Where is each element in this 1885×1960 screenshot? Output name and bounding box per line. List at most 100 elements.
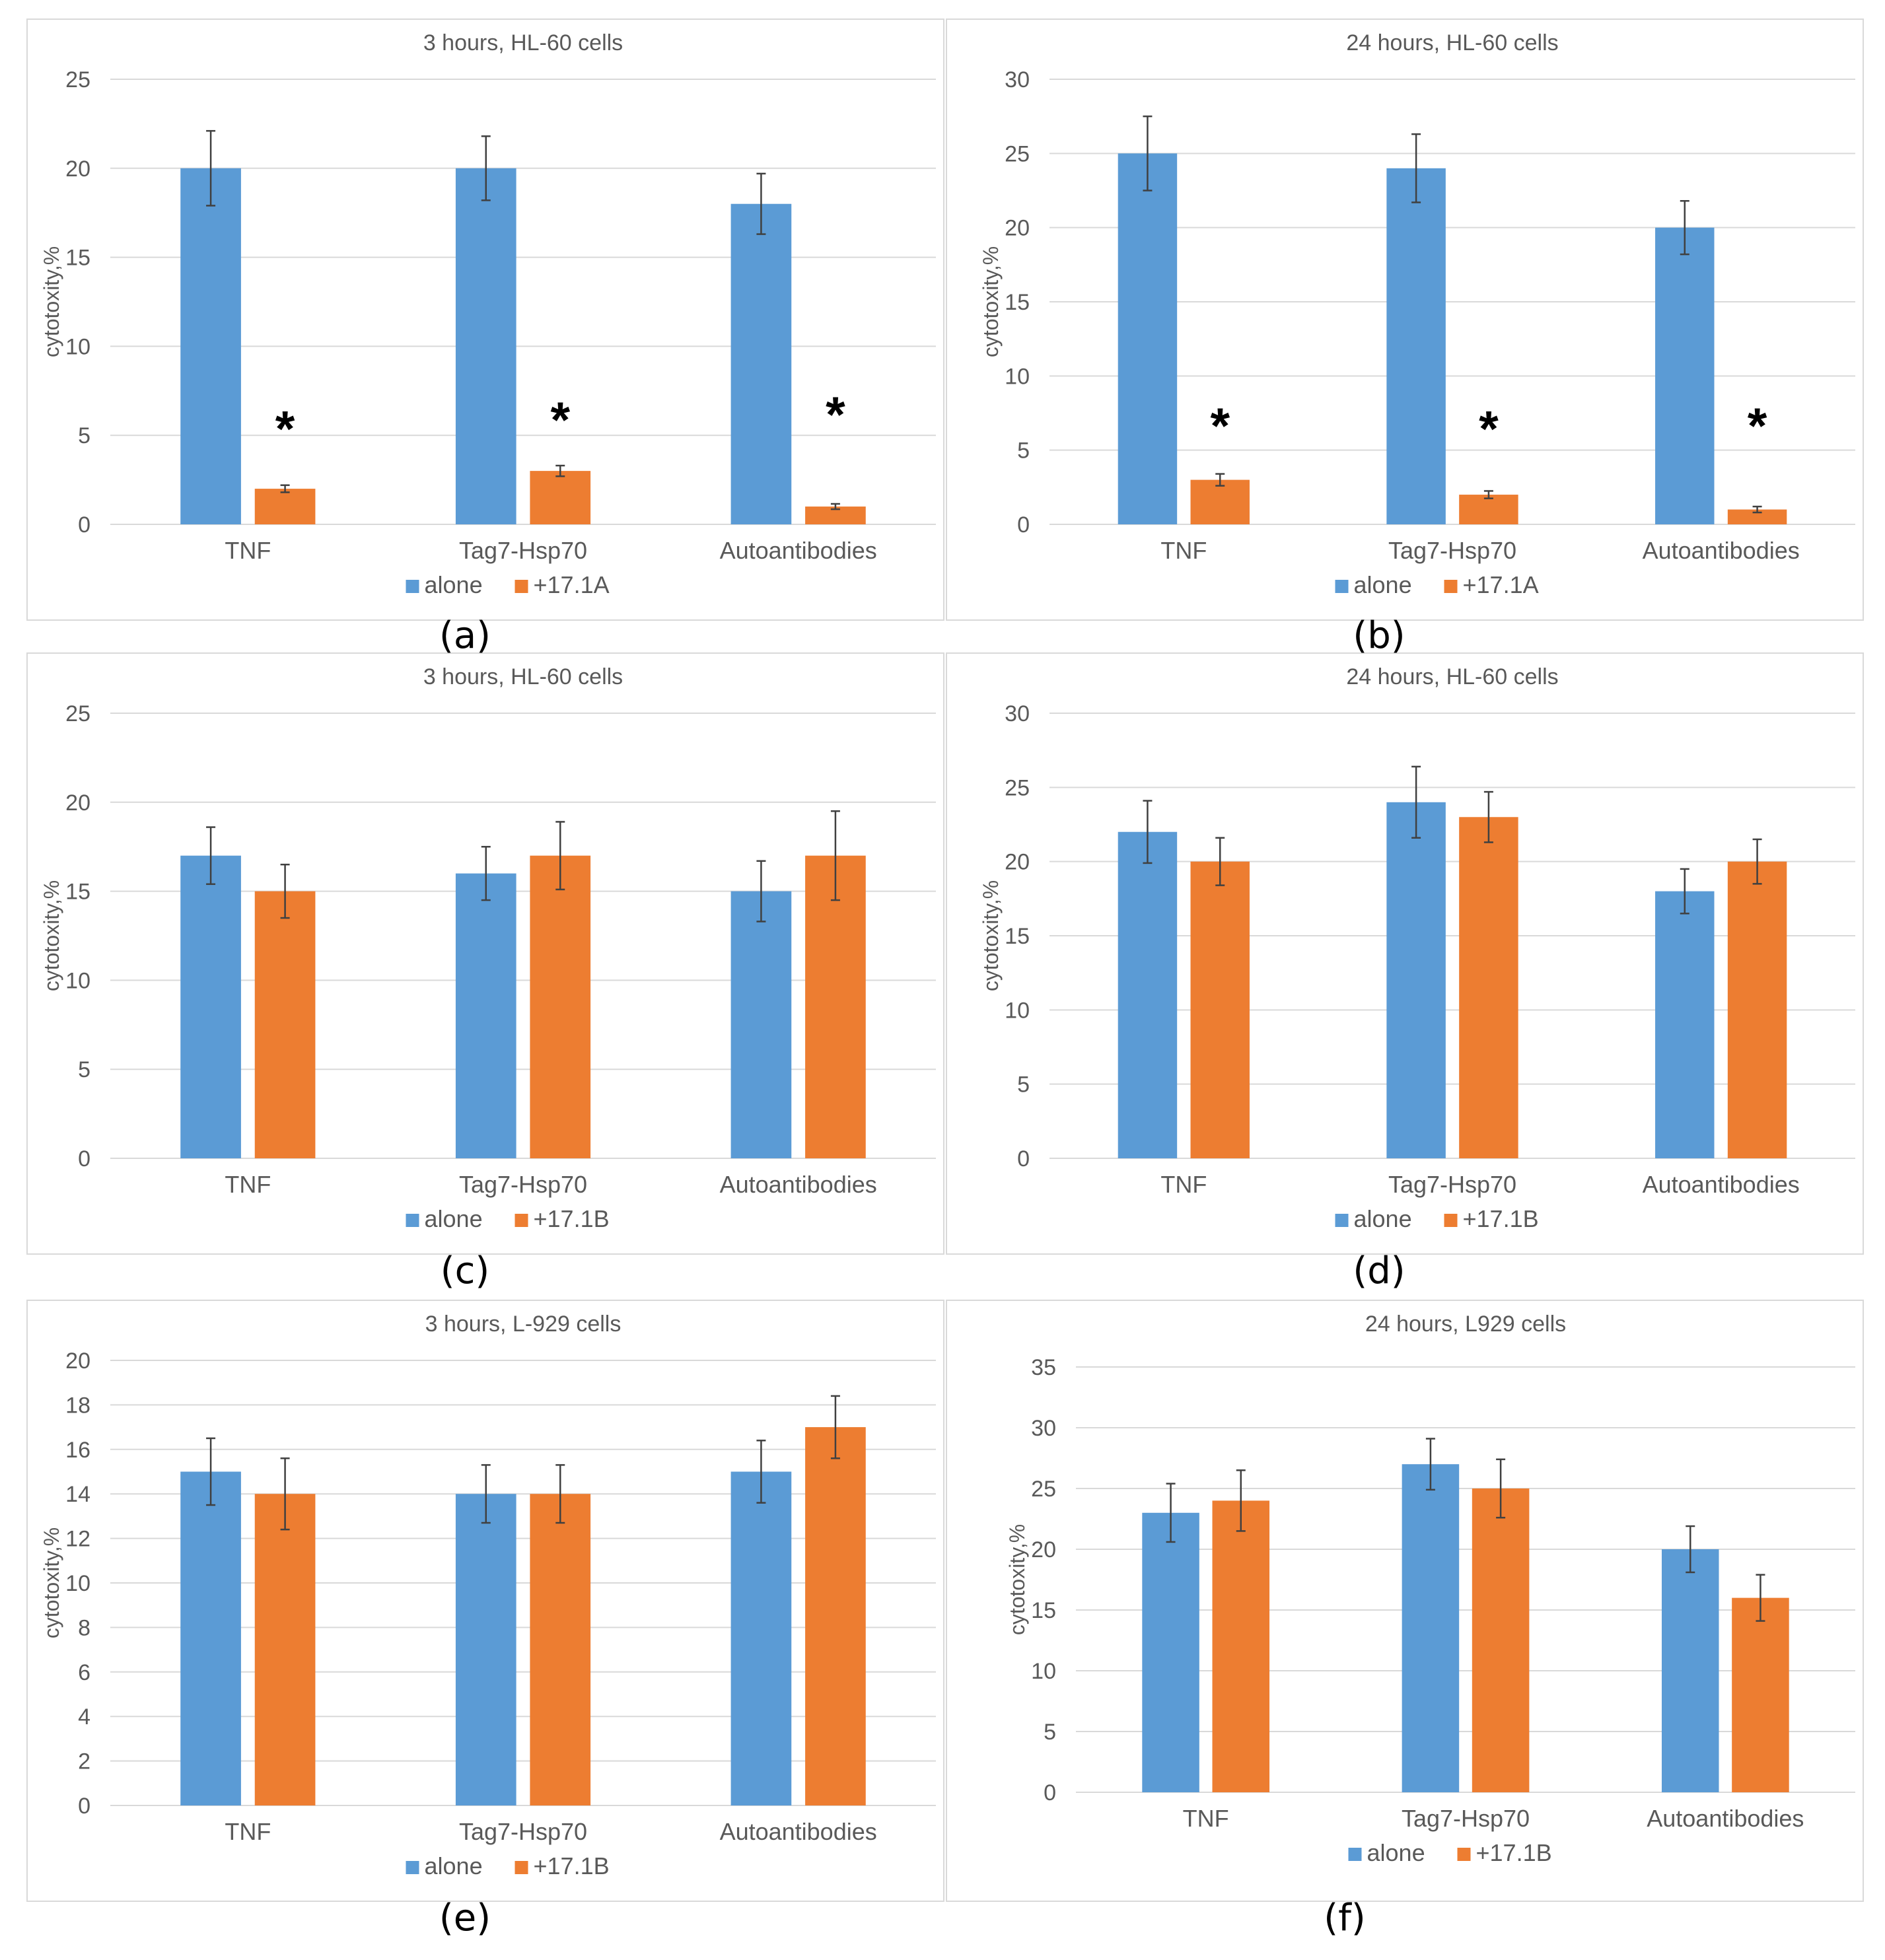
y-axis-label: cytotoxity,%: [40, 246, 63, 357]
chart-svg-d: 24 hours, HL-60 cells 0 5 10 15 20 25 30 cytotox…: [979, 664, 1855, 1232]
y-tick-label: 0: [78, 1146, 90, 1172]
y-tick-label: 12: [65, 1527, 90, 1552]
bar-17-1b-tnf: [1190, 861, 1250, 1158]
error-bar-17-1a-tnf: [1215, 473, 1225, 487]
legend-swatch-17-1b: [1457, 1848, 1471, 1861]
y-tick-label: 10: [65, 334, 90, 359]
error-bar-17-1b-tag7-hsp70: [555, 821, 565, 891]
error-bar-alone-tnf: [206, 1437, 216, 1506]
bar-17-1b-autoantibodies: [1732, 1597, 1789, 1792]
chart-panel-c: 3 hours, HL-60 cells 0 5 10 15 20 25 cytotoxity…: [26, 652, 944, 1255]
bar-alone-tnf: [1118, 153, 1178, 525]
error-bar-alone-tag7-hsp70: [481, 135, 491, 201]
legend-swatch-17-1b: [515, 1214, 528, 1227]
legend-swatch-17-1a: [1444, 580, 1458, 593]
y-tick-label: 10: [1005, 998, 1030, 1023]
error-bar-alone-autoantibodies: [1686, 1525, 1695, 1574]
y-tick-label: 25: [65, 67, 90, 92]
legend-swatch-17-1b: [515, 1861, 528, 1874]
error-bar-alone-tag7-hsp70: [481, 1464, 491, 1524]
legend-label-alone: alone: [425, 571, 483, 598]
chart-title: 24 hours, HL-60 cells: [1346, 664, 1558, 689]
error-bar-alone-tnf: [206, 826, 216, 886]
panel-label-d: (d): [1353, 1249, 1405, 1292]
error-bar-alone-autoantibodies: [756, 1440, 766, 1504]
error-bar-17-1b-autoantibodies: [830, 810, 840, 901]
chart-title: 24 hours, HL-60 cells: [1346, 30, 1558, 55]
error-bar-17-1b-tnf: [280, 863, 290, 919]
legend-label-alone: alone: [1354, 1205, 1412, 1232]
chart-title: 24 hours, L929 cells: [1365, 1312, 1566, 1337]
y-tick-label: 5: [1017, 438, 1030, 464]
x-category-label: Tag7-Hsp70: [1402, 1805, 1530, 1832]
error-bar-17-1a-tag7-hsp70: [1483, 490, 1493, 499]
significance-asterisk: *: [1210, 398, 1230, 454]
error-bar-alone-autoantibodies: [756, 172, 766, 235]
chart-panel-a: 3 hours, HL-60 cells 0 5 10 15 20 25 cytotoxity…: [26, 18, 944, 621]
error-bar-alone-tag7-hsp70: [481, 845, 491, 901]
chart-panel-e: 3 hours, L-929 cells 0 2 4 6 8 10 12 14 16 18 20 cyt…: [26, 1300, 944, 1902]
y-tick-label: 35: [1031, 1355, 1056, 1380]
y-tick-label: 20: [1005, 216, 1030, 241]
error-bar-17-1a-tag7-hsp70: [555, 464, 565, 477]
bar-17-1b-autoantibodies: [805, 855, 866, 1158]
error-bar-17-1b-tnf: [280, 1457, 290, 1531]
y-tick-label: 5: [78, 423, 90, 448]
panel-label-e: (e): [439, 1897, 491, 1940]
x-category-label: Autoantibodies: [720, 1818, 877, 1845]
y-tick-label: 20: [65, 790, 90, 816]
chart-panel-d: 24 hours, HL-60 cells 0 5 10 15 20 25 30 cytotox…: [946, 652, 1864, 1255]
x-category-label: Autoantibodies: [1643, 537, 1800, 564]
bar-17-1a-tnf: [1190, 479, 1250, 524]
legend-label-17-1b: +17.1B: [1476, 1839, 1552, 1866]
bar-17-1b-tag7-hsp70: [530, 855, 591, 1158]
bar-alone-autoantibodies: [730, 1471, 792, 1805]
error-bar-17-1b-autoantibodies: [830, 1395, 840, 1459]
legend-label-17-1b: +17.1B: [534, 1852, 610, 1879]
y-tick-label: 30: [1031, 1416, 1056, 1441]
x-category-label: TNF: [1183, 1805, 1229, 1832]
error-bar-17-1b-tag7-hsp70: [555, 1464, 565, 1524]
panel-label-a: (a): [439, 614, 491, 657]
y-tick-label: 25: [1031, 1477, 1056, 1502]
error-bar-17-1a-autoantibodies: [830, 503, 840, 510]
error-bar-alone-tag7-hsp70: [1411, 133, 1421, 203]
bar-17-1b-autoantibodies: [805, 1427, 866, 1805]
bar-alone-autoantibodies: [730, 203, 792, 524]
legend-label-17-1b: +17.1B: [534, 1205, 610, 1232]
x-category-label: TNF: [225, 537, 271, 564]
chart-svg-c: 3 hours, HL-60 cells 0 5 10 15 20 25 cytotoxity…: [40, 664, 936, 1232]
error-bar-17-1b-autoantibodies: [1756, 1574, 1765, 1622]
y-tick-label: 8: [78, 1615, 90, 1640]
chart-title: 3 hours, HL-60 cells: [423, 30, 623, 55]
y-tick-label: 15: [1031, 1598, 1056, 1623]
error-bar-alone-tag7-hsp70: [1425, 1438, 1435, 1491]
y-axis-label: cytotoxity,%: [1005, 1524, 1029, 1635]
chart-panel-b: 24 hours, HL-60 cells 0 5 10 15 20 25 30 cytotox…: [946, 18, 1864, 621]
chart-svg-f: 24 hours, L929 cells 0 5 10 15 20 25 30 35 cytoto…: [1005, 1312, 1855, 1866]
chart-svg-a: 3 hours, HL-60 cells 0 5 10 15 20 25 cytotoxity…: [40, 30, 936, 598]
panel-label-c: (c): [440, 1249, 490, 1292]
error-bar-alone-autoantibodies: [1680, 199, 1689, 256]
y-tick-label: 25: [65, 701, 90, 726]
bar-alone-tag7-hsp70: [1386, 802, 1446, 1158]
y-tick-label: 5: [1017, 1072, 1030, 1098]
bar-17-1b-tag7-hsp70: [530, 1494, 591, 1805]
y-tick-label: 15: [1005, 290, 1030, 315]
bar-17-1a-tag7-hsp70: [530, 471, 591, 524]
bar-17-1a-tag7-hsp70: [1459, 495, 1518, 524]
error-bar-17-1b-tnf: [1236, 1469, 1246, 1532]
chart-svg-b: 24 hours, HL-60 cells 0 5 10 15 20 25 30 cytotox…: [979, 30, 1855, 598]
y-tick-label: 30: [1005, 701, 1030, 726]
legend-swatch-alone: [406, 1214, 419, 1227]
bar-alone-tag7-hsp70: [455, 1494, 516, 1805]
y-tick-label: 15: [1005, 924, 1030, 949]
error-bar-alone-tnf: [206, 129, 216, 207]
legend-label-alone: alone: [1354, 571, 1412, 598]
error-bar-17-1b-tnf: [1215, 837, 1225, 886]
y-tick-label: 10: [1005, 364, 1030, 389]
bar-alone-tnf: [1118, 831, 1178, 1158]
legend-label-17-1a: +17.1A: [1463, 571, 1539, 598]
legend-label-alone: alone: [425, 1852, 483, 1879]
y-tick-label: 15: [65, 246, 90, 271]
